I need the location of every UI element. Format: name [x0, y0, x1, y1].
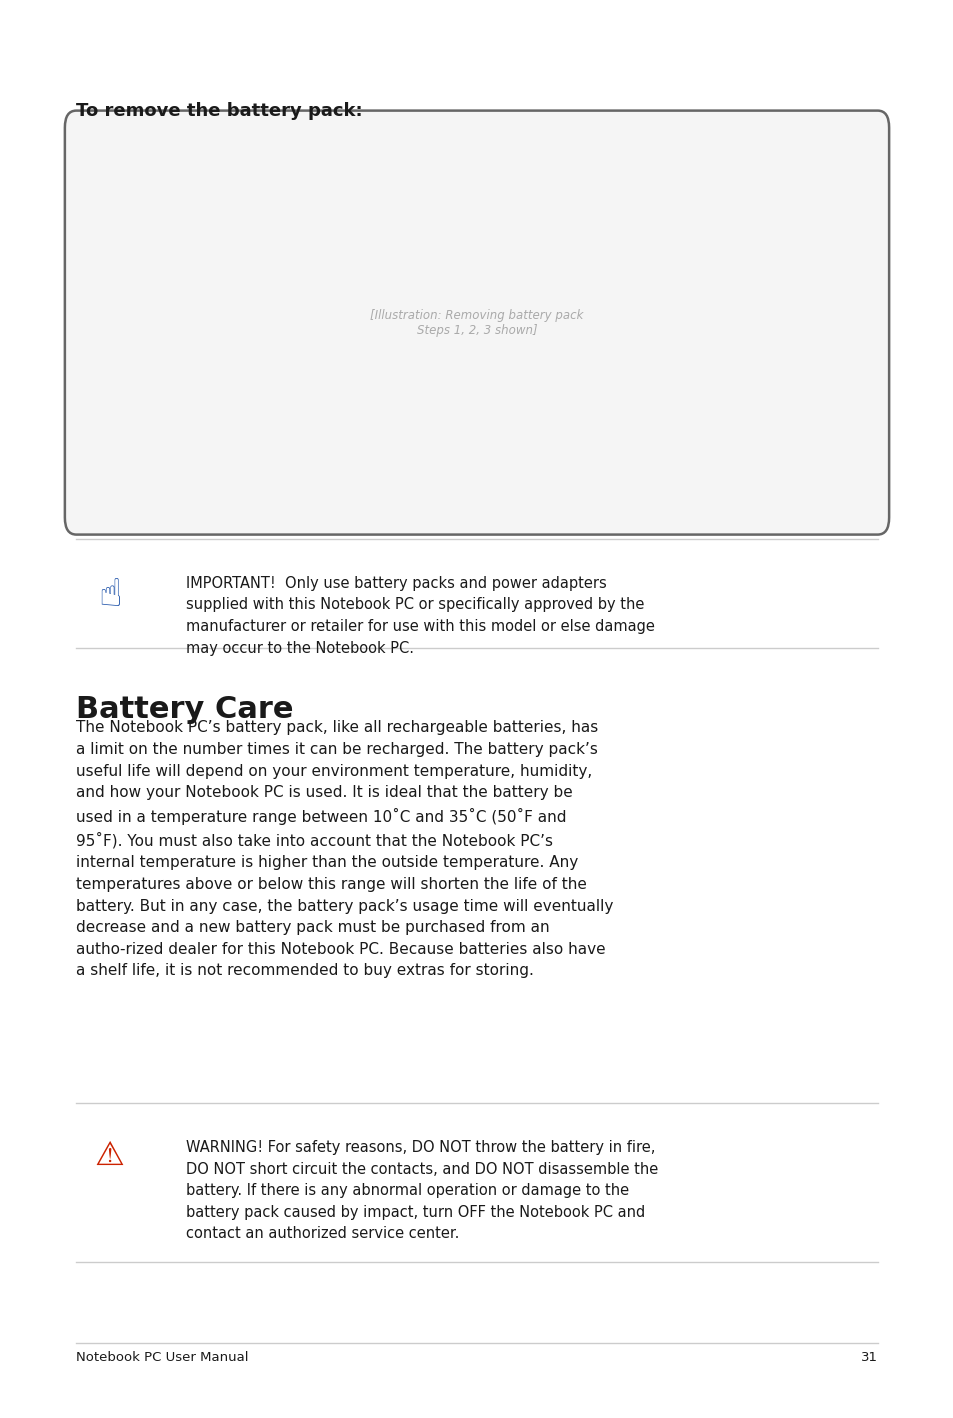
Text: To remove the battery pack:: To remove the battery pack:: [76, 102, 362, 121]
Text: Battery Care: Battery Care: [76, 695, 294, 723]
Text: IMPORTANT!  Only use battery packs and power adapters
supplied with this Noteboo: IMPORTANT! Only use battery packs and po…: [186, 576, 654, 655]
Text: The Notebook PC’s battery pack, like all rechargeable batteries, has
a limit on : The Notebook PC’s battery pack, like all…: [76, 720, 613, 978]
Text: ⚠: ⚠: [94, 1140, 125, 1173]
Text: [Illustration: Removing battery pack
Steps 1, 2, 3 shown]: [Illustration: Removing battery pack Ste…: [370, 309, 583, 336]
Text: 31: 31: [860, 1351, 877, 1364]
Text: WARNING! For safety reasons, DO NOT throw the battery in fire,
DO NOT short circ: WARNING! For safety reasons, DO NOT thro…: [186, 1140, 658, 1242]
Text: Notebook PC User Manual: Notebook PC User Manual: [76, 1351, 249, 1364]
Text: ☝: ☝: [98, 576, 121, 614]
FancyBboxPatch shape: [65, 111, 888, 535]
